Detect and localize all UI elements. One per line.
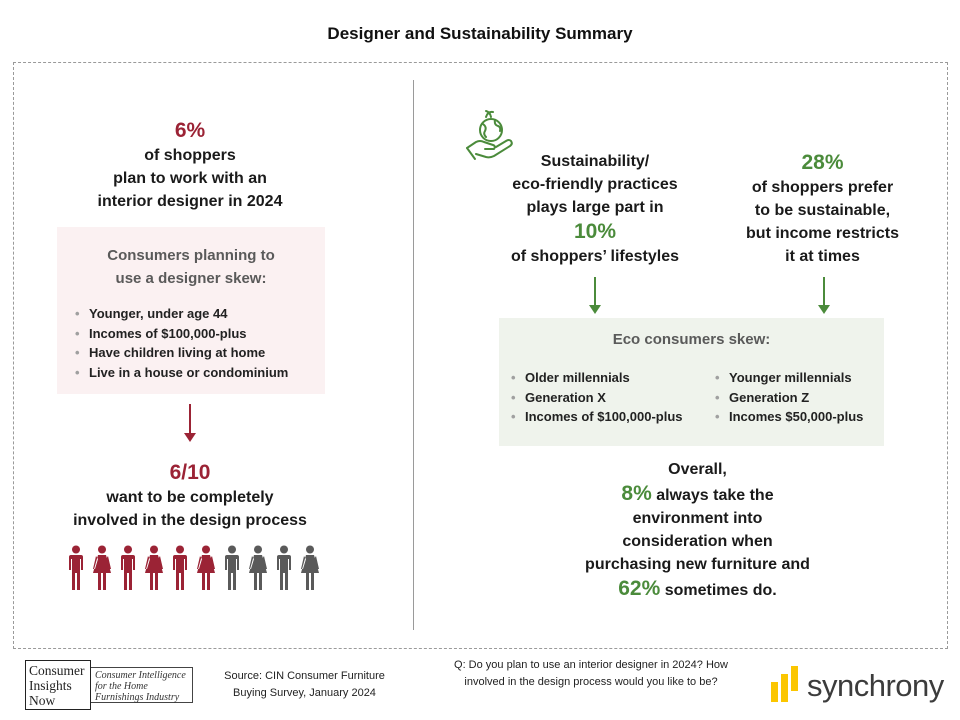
overall-text: sometimes do. xyxy=(660,582,777,599)
overall-value-sometimes: 62% xyxy=(618,577,661,600)
sustainability-value: 10% xyxy=(573,220,617,243)
overall-value-always: 8% xyxy=(621,482,652,505)
synchrony-mark-icon xyxy=(771,666,798,702)
people-pictogram xyxy=(69,545,319,590)
income-restricts-line: it at times xyxy=(785,248,860,265)
cin-tagline-line: Consumer Intelligence xyxy=(95,670,186,681)
source-line: Buying Survey, January 2024 xyxy=(233,687,376,699)
person-icon xyxy=(225,545,239,590)
involvement-stat-line: want to be completely xyxy=(106,489,274,506)
sustainability-stat: Sustainability/ eco-friendly practices p… xyxy=(492,150,698,268)
designer-stat-line: plan to work with an xyxy=(113,170,267,187)
involvement-stat-line: involved in the design process xyxy=(73,512,307,529)
cin-tagline-line: for the Home xyxy=(95,681,148,692)
down-arrow-icon xyxy=(818,277,830,314)
eco-skew-box: Eco consumers skew: Older millennials Ge… xyxy=(499,318,884,446)
involvement-stat-value: 6/10 xyxy=(169,461,211,484)
list-item: Incomes of $100,000-plus xyxy=(507,407,687,427)
person-icon xyxy=(69,545,83,590)
overall-line: 62% sometimes do. xyxy=(560,576,835,602)
list-item: Incomes of $100,000-plus xyxy=(71,324,325,344)
list-item: Generation X xyxy=(507,388,687,408)
overall-line: consideration when xyxy=(622,533,773,550)
list-item: Younger, under age 44 xyxy=(71,304,325,324)
overall-label: Overall, xyxy=(668,461,727,478)
income-restricts-stat: 28% of shoppers prefer to be sustainable… xyxy=(720,150,925,268)
cin-tagline-line: Furnishings Industry xyxy=(95,692,180,703)
list-item: Incomes $50,000-plus xyxy=(711,407,883,427)
person-icon xyxy=(301,545,319,590)
cin-logo-line: Insights xyxy=(29,678,72,693)
list-item: Younger millennials xyxy=(711,368,883,388)
overall-line: 8% always take the xyxy=(560,481,835,507)
eco-hand-globe-icon xyxy=(466,110,513,160)
cin-logo-line: Consumer xyxy=(29,663,85,678)
synchrony-logo: synchrony xyxy=(770,666,946,706)
overall-line: purchasing new furniture and xyxy=(585,556,810,573)
person-icon xyxy=(145,545,163,590)
down-arrow-icon xyxy=(184,404,196,442)
designer-stat-value: 6% xyxy=(174,119,206,142)
question-line: involved in the design process would you… xyxy=(464,676,718,688)
source-note: Source: CIN Consumer Furniture Buying Su… xyxy=(212,668,397,702)
cin-logo: Consumer Insights Now Consumer Intellige… xyxy=(25,660,193,710)
designer-skew-box: Consumers planning to use a designer ske… xyxy=(57,227,325,394)
person-icon xyxy=(173,545,187,590)
person-icon xyxy=(249,545,267,590)
synchrony-wordmark: synchrony xyxy=(807,668,944,703)
overall-summary: Overall, 8% always take the environment … xyxy=(560,458,835,602)
income-restricts-line: but income restricts xyxy=(746,225,899,242)
eco-skew-heading: Eco consumers skew: xyxy=(612,331,771,348)
cin-logo-wordmark: Consumer Insights Now xyxy=(25,660,91,710)
sustainability-line: Sustainability/ xyxy=(540,153,650,170)
designer-skew-list: Younger, under age 44 Incomes of $100,00… xyxy=(71,304,325,382)
designer-stat-line: interior designer in 2024 xyxy=(97,193,283,210)
sustainability-line: eco-friendly practices xyxy=(512,176,678,193)
cin-logo-line: Now xyxy=(29,693,56,708)
income-restricts-value: 28% xyxy=(801,151,844,174)
sustainability-line: of shoppers’ lifestyles xyxy=(510,248,680,265)
designer-skew-heading: Consumers planning to use a designer ske… xyxy=(57,244,325,290)
cin-logo-tagline: Consumer Intelligence for the Home Furni… xyxy=(91,667,193,703)
overall-text: always take the xyxy=(651,487,774,504)
person-icon xyxy=(277,545,291,590)
designer-stat-line: of shoppers xyxy=(144,147,236,164)
income-restricts-line: of shoppers prefer xyxy=(751,179,894,196)
sustainability-line: plays large part in xyxy=(526,199,664,216)
person-icon xyxy=(121,545,135,590)
list-item: Have children living at home xyxy=(71,343,325,363)
list-item: Older millennials xyxy=(507,368,687,388)
page-title: Designer and Sustainability Summary xyxy=(327,24,633,43)
income-restricts-line: to be sustainable, xyxy=(754,202,891,219)
survey-question: Q: Do you plan to use an interior design… xyxy=(430,657,752,691)
person-icon xyxy=(93,545,111,590)
eco-skew-list-left: Older millennials Generation X Incomes o… xyxy=(507,368,687,427)
content-frame xyxy=(13,62,948,649)
person-icon xyxy=(197,545,215,590)
question-line: Q: Do you plan to use an interior design… xyxy=(454,659,728,671)
column-divider xyxy=(413,80,414,630)
eco-skew-list-right: Younger millennials Generation Z Incomes… xyxy=(711,368,883,427)
designer-skew-heading-line: Consumers planning to xyxy=(107,247,275,264)
designer-stat: 6% of shoppers plan to work with an inte… xyxy=(60,118,320,213)
designer-skew-heading-line: use a designer skew: xyxy=(115,270,267,287)
list-item: Generation Z xyxy=(711,388,883,408)
list-item: Live in a house or condominium xyxy=(71,363,325,383)
source-line: Source: CIN Consumer Furniture xyxy=(224,670,385,682)
down-arrow-icon xyxy=(589,277,601,314)
involvement-stat: 6/10 want to be completely involved in t… xyxy=(45,460,335,532)
overall-line: environment into xyxy=(632,510,763,527)
